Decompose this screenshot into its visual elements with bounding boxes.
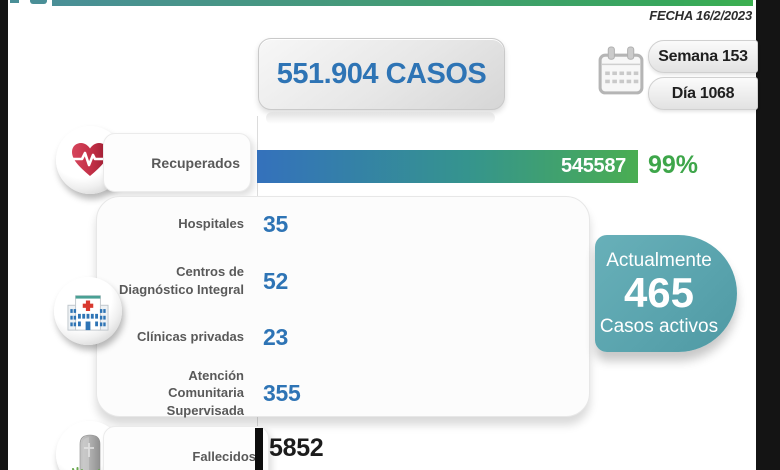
recovered-bar: 545587 — [257, 150, 638, 183]
deceased-label: Fallecidos — [192, 448, 256, 464]
heart-ekg-icon — [71, 143, 108, 176]
day-badge: Día 1068 — [648, 77, 758, 110]
right-black-border — [756, 0, 780, 470]
care-row-value: 355 — [263, 379, 301, 406]
top-left-logo-mark — [30, 0, 47, 4]
day-label: Día 1068 — [671, 84, 735, 102]
care-row-value: 23 — [263, 323, 288, 350]
deceased-bar — [255, 428, 263, 470]
total-cases-box: 551.904 CASOS — [258, 38, 505, 110]
recovered-label-box: Recuperados — [103, 133, 251, 192]
recovered-percent: 99% — [648, 151, 699, 179]
active-cases-value: 465 — [623, 269, 695, 317]
care-row-label: Hospitales — [178, 216, 244, 232]
calendar-icon — [597, 45, 645, 103]
care-locations-box: Hospitales 35 Centros de Diagnóstico Int… — [96, 196, 590, 418]
care-row-value: 35 — [263, 210, 288, 237]
hospital-badge — [54, 277, 122, 345]
active-cases-box: Actualmente 465 Casos activos — [595, 235, 737, 352]
report-date: FECHA 16/2/2023 — [649, 8, 752, 23]
total-cases-label: 551.904 CASOS — [276, 57, 487, 90]
care-row-label: Centros de Diagnóstico Integral — [119, 264, 244, 297]
week-label: Semana 153 — [658, 47, 748, 65]
week-badge: Semana 153 — [648, 40, 758, 73]
active-cases-title: Actualmente — [606, 249, 712, 271]
recovered-label: Recuperados — [151, 154, 240, 171]
total-cases-box-reflection — [266, 112, 495, 124]
top-left-logo-mark — [10, 0, 19, 3]
deceased-count: 5852 — [269, 434, 324, 462]
care-row-label: Clínicas privadas — [137, 329, 244, 345]
left-black-border — [0, 0, 8, 470]
active-cases-subtitle: Casos activos — [599, 315, 719, 337]
hospital-icon — [67, 295, 109, 331]
care-row-value: 52 — [263, 267, 288, 294]
care-row-label: Atención Comunitaria Supervisada — [166, 367, 244, 418]
top-accent-bar — [52, 0, 753, 6]
deceased-label-box: Fallecidos — [103, 426, 269, 470]
recovered-count: 545587 — [561, 155, 626, 177]
